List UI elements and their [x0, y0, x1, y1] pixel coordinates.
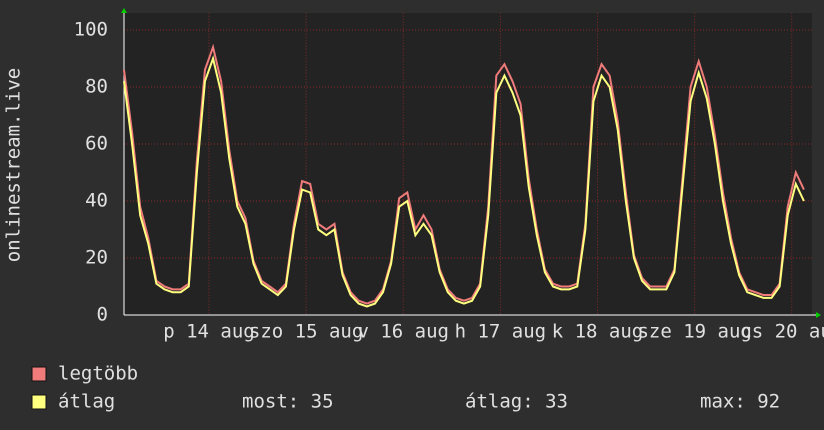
- legend-swatch: [31, 366, 47, 382]
- y-tick-label: 20: [85, 247, 108, 269]
- x-tick-label: h 17 aug: [455, 321, 547, 343]
- y-axis-label: onlinestream.live: [3, 68, 25, 262]
- y-tick-label: 0: [97, 304, 108, 326]
- x-tick-label: k 18 aug: [552, 321, 644, 343]
- legend-swatch: [31, 394, 47, 410]
- y-tick-label: 100: [74, 19, 108, 41]
- legend-stat: átlag: 33: [465, 391, 568, 413]
- legend-label: átlag: [58, 391, 115, 413]
- x-tick-label: cs 20 aug: [740, 321, 824, 343]
- plot-area: [124, 13, 812, 315]
- axis-arrow: [816, 312, 821, 318]
- x-tick-label: v 16 aug: [357, 321, 449, 343]
- x-tick-label: p 14 aug: [163, 321, 255, 343]
- legend-label: legtöbb: [58, 363, 138, 385]
- y-tick-label: 80: [85, 76, 108, 98]
- legend-stat: max: 92: [700, 391, 780, 413]
- y-tick-label: 60: [85, 133, 108, 155]
- x-tick-label: szo 15 aug: [249, 321, 363, 343]
- legend-stat: most: 35: [242, 391, 334, 413]
- axis-arrow: [121, 8, 127, 13]
- y-tick-label: 40: [85, 190, 108, 212]
- series-line: [123, 54, 805, 308]
- x-tick-label: sze 19 aug: [637, 321, 751, 343]
